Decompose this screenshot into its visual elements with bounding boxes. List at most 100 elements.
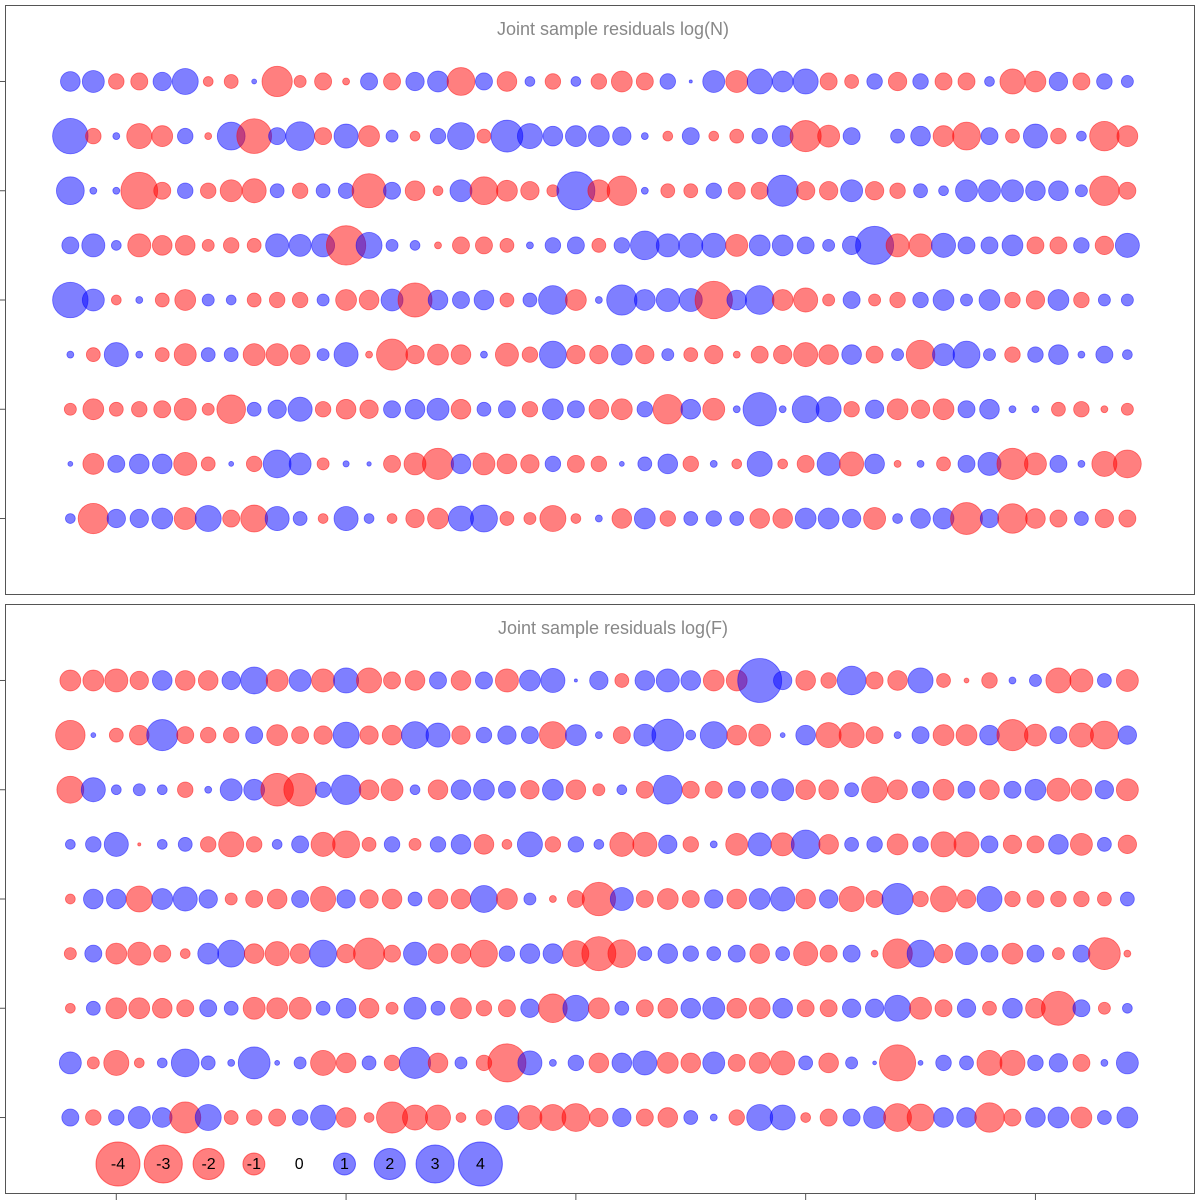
bubble — [1118, 181, 1137, 200]
bubble — [153, 181, 172, 200]
bubble — [132, 783, 146, 797]
bubble — [268, 1108, 287, 1127]
bubble — [397, 282, 433, 318]
bubble — [1024, 778, 1047, 801]
bubble — [680, 998, 702, 1019]
bubble — [520, 780, 540, 800]
bubble — [241, 178, 267, 204]
bubble — [289, 344, 311, 365]
bubble — [449, 179, 473, 203]
bubble — [499, 511, 515, 526]
bubble — [264, 506, 290, 531]
bubble — [607, 939, 637, 968]
bubble — [199, 999, 218, 1018]
bubble — [82, 669, 105, 692]
bubble — [588, 399, 610, 420]
bubble — [174, 670, 196, 691]
bubble — [1097, 1110, 1112, 1125]
bubble — [85, 1109, 102, 1126]
bubble — [796, 181, 816, 201]
bubble — [201, 402, 215, 416]
bubble — [795, 670, 816, 691]
bubble — [912, 291, 929, 309]
bubble — [818, 834, 839, 855]
bubble — [732, 405, 741, 414]
bubble — [1027, 346, 1044, 363]
bubble — [355, 231, 383, 259]
bubble — [1005, 128, 1020, 144]
bubble — [154, 347, 170, 362]
bubble — [128, 997, 151, 1020]
bubble — [819, 72, 838, 91]
bubble — [194, 1104, 222, 1131]
bubble — [332, 721, 360, 749]
bubble — [470, 939, 498, 968]
bubble — [1095, 345, 1114, 364]
bubble — [1031, 405, 1040, 414]
bubble — [293, 75, 307, 88]
bubble — [200, 347, 216, 362]
bubble — [656, 1052, 679, 1074]
bubble — [704, 345, 724, 365]
bubble — [727, 1053, 746, 1072]
bubble — [566, 454, 585, 473]
bubble — [450, 888, 472, 910]
legend-label: 4 — [476, 1156, 485, 1173]
bubble — [469, 176, 499, 206]
bubble — [817, 124, 841, 148]
bubble — [982, 1000, 997, 1016]
bubble — [137, 842, 142, 847]
bubble — [218, 831, 245, 858]
bubble — [223, 726, 240, 744]
bubble — [81, 288, 105, 312]
bubble — [906, 939, 935, 968]
bubble — [842, 944, 861, 963]
bubble — [866, 836, 883, 853]
bubble — [523, 892, 537, 906]
bubble — [129, 508, 149, 529]
bubble — [1089, 120, 1120, 152]
bubble — [592, 783, 606, 797]
bubble — [651, 718, 685, 752]
bubble — [520, 726, 539, 745]
bubble — [52, 117, 89, 155]
bubble — [979, 508, 1000, 529]
bubble — [1097, 293, 1111, 307]
bubble — [197, 670, 219, 691]
bubble — [956, 1107, 977, 1128]
bubble — [750, 181, 769, 200]
bubble — [952, 121, 981, 151]
bubble — [893, 460, 902, 468]
bubble — [872, 1060, 877, 1066]
bubble — [748, 234, 771, 257]
bubble — [335, 399, 357, 420]
bubble — [174, 289, 197, 311]
bubble — [637, 946, 653, 961]
bubble — [864, 998, 885, 1018]
bubble — [219, 179, 243, 203]
bubble — [310, 831, 336, 857]
bubble — [133, 1057, 145, 1069]
bubble — [224, 892, 238, 906]
bubble — [819, 1108, 838, 1127]
bubble — [336, 889, 356, 909]
bubble — [335, 1107, 357, 1128]
bubble — [979, 724, 1000, 746]
bubble — [383, 836, 401, 853]
bubble — [287, 396, 313, 422]
bubble — [589, 345, 609, 365]
bubble — [742, 392, 777, 427]
bubble — [933, 944, 954, 964]
bubble — [908, 233, 933, 258]
bubble — [108, 727, 124, 743]
bubble — [704, 889, 724, 909]
bubble — [60, 71, 81, 92]
bubble — [912, 890, 929, 908]
bubble — [105, 942, 128, 965]
bubble — [266, 724, 288, 746]
bubble — [454, 1056, 468, 1070]
bubble — [750, 780, 769, 799]
bubble — [401, 721, 429, 749]
bubble — [1026, 236, 1045, 255]
bubble — [342, 77, 350, 86]
